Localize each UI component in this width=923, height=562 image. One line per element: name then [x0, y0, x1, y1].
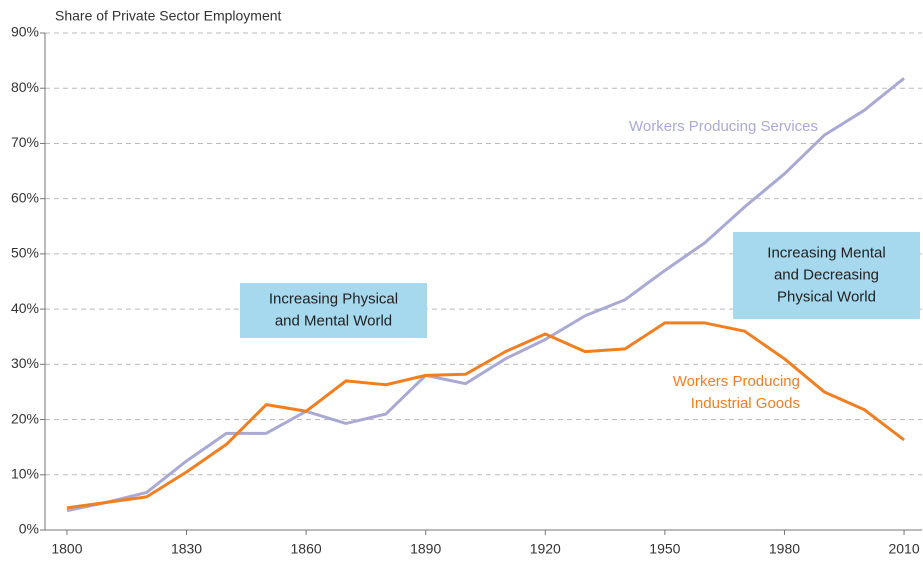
y-tick-label: 90%	[11, 24, 39, 40]
y-tick-label: 10%	[11, 465, 39, 481]
x-tick-label: 1830	[171, 541, 202, 557]
y-tick-label: 70%	[11, 134, 39, 150]
series-label-box: Workers Producing Industrial Goods	[672, 373, 800, 412]
series-line	[66, 321, 905, 510]
x-tick-label: 1980	[769, 541, 800, 557]
y-tick-label: 50%	[11, 245, 39, 261]
y-tick-label: 60%	[11, 189, 39, 205]
series-label-box: Workers Producing Services	[629, 118, 818, 135]
annotation-box	[240, 283, 427, 338]
x-tick-label: 1950	[649, 541, 680, 557]
y-tick-label: 20%	[11, 410, 39, 426]
chart-title: Share of Private Sector Employment	[55, 8, 282, 24]
y-tick-label: 0%	[19, 521, 39, 537]
x-tick-label: 1860	[291, 541, 322, 557]
series-line	[66, 77, 906, 513]
y-tick-label: 80%	[11, 79, 39, 95]
annotation-text: Increasing Physical	[269, 290, 398, 307]
annotation-text: Physical World	[777, 288, 876, 305]
series-label: Workers Producing Industrial Goods	[672, 373, 800, 412]
y-tick-label: 40%	[11, 300, 39, 316]
x-tick-label: 1890	[410, 541, 441, 557]
x-tick-label: 1800	[51, 541, 82, 557]
x-tick-label: 2010	[888, 541, 919, 557]
annotation-text: and Decreasing	[774, 266, 879, 283]
annotation-text: and Mental World	[275, 312, 392, 329]
annotation-box	[733, 232, 920, 319]
x-tick-label: 1920	[530, 541, 561, 557]
y-tick-label: 30%	[11, 355, 39, 371]
series-label: Workers Producing Services	[629, 118, 818, 135]
annotation-text: Increasing Mental	[767, 244, 885, 261]
